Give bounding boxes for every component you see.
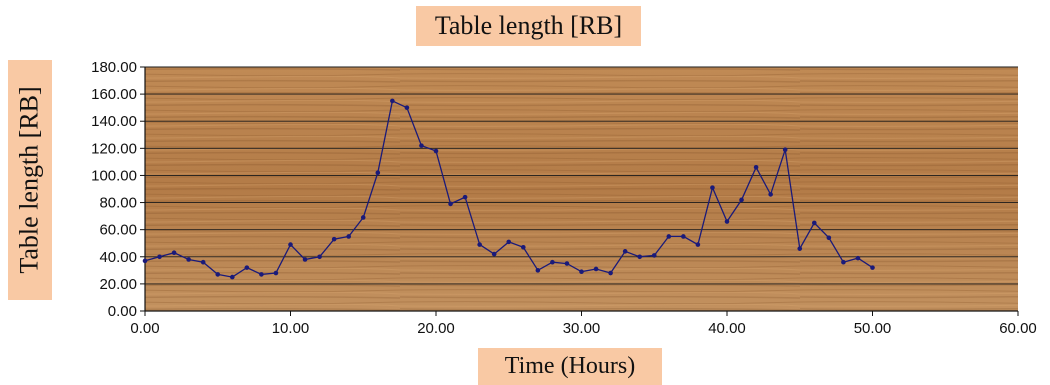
plot-area bbox=[145, 67, 1018, 311]
data-point bbox=[797, 246, 803, 251]
data-point bbox=[477, 242, 482, 247]
data-point bbox=[404, 105, 410, 110]
data-point bbox=[331, 236, 337, 242]
data-point bbox=[259, 272, 264, 277]
data-point bbox=[768, 192, 773, 197]
data-point bbox=[230, 274, 235, 280]
x-axis-label: Time (Hours) bbox=[478, 348, 662, 385]
data-point bbox=[724, 219, 730, 224]
y-tick-label: 160.00 bbox=[91, 86, 137, 103]
data-point bbox=[375, 170, 381, 176]
data-point bbox=[710, 185, 715, 190]
data-point bbox=[535, 268, 541, 273]
axes: 0.00 20.00 40.00 60.00 80.00 100.00 120.00 140.… bbox=[91, 59, 1037, 337]
y-tick-label: 0.00 bbox=[108, 303, 137, 320]
data-point bbox=[521, 244, 526, 250]
data-point bbox=[841, 259, 846, 265]
data-point bbox=[302, 257, 308, 262]
x-tick-label: 60.00 bbox=[999, 320, 1037, 337]
data-point bbox=[666, 234, 672, 239]
data-point bbox=[637, 254, 642, 260]
y-tick-label: 80.00 bbox=[99, 195, 137, 212]
x-tick-label: 10.00 bbox=[272, 320, 310, 337]
data-point bbox=[491, 251, 497, 257]
x-tick-label: 20.00 bbox=[417, 320, 455, 337]
y-tick-label: 40.00 bbox=[99, 249, 137, 266]
data-point bbox=[870, 265, 875, 270]
data-point bbox=[564, 261, 570, 266]
y-tick-label: 100.00 bbox=[91, 167, 137, 184]
y-axis-label-box: Table length [RB] bbox=[8, 60, 52, 300]
data-point bbox=[506, 239, 512, 245]
data-point bbox=[346, 234, 352, 239]
data-point bbox=[651, 253, 657, 258]
x-tick-label: 50.00 bbox=[854, 320, 892, 337]
data-point bbox=[593, 266, 599, 272]
data-point bbox=[753, 165, 759, 170]
data-point bbox=[390, 98, 395, 104]
data-point bbox=[812, 220, 817, 226]
grid bbox=[145, 66, 1018, 285]
data-point bbox=[695, 242, 701, 247]
data-point bbox=[288, 242, 293, 247]
data-point bbox=[579, 269, 584, 274]
data-point bbox=[739, 197, 744, 203]
data-point bbox=[171, 250, 177, 256]
data-point bbox=[826, 235, 832, 241]
data-point bbox=[186, 257, 191, 262]
series-group bbox=[142, 98, 875, 280]
y-tick-label: 140.00 bbox=[91, 113, 137, 130]
data-point bbox=[142, 258, 148, 264]
y-tick-label: 60.00 bbox=[99, 222, 137, 239]
data-point bbox=[608, 270, 613, 276]
x-tick-label: 0.00 bbox=[130, 320, 159, 337]
chart-title: Table length [RB] bbox=[416, 6, 641, 46]
data-point bbox=[244, 265, 250, 270]
y-tick-label: 180.00 bbox=[91, 59, 137, 76]
data-point bbox=[273, 270, 279, 276]
data-point bbox=[855, 255, 861, 261]
data-point bbox=[200, 259, 206, 265]
y-tick-label: 20.00 bbox=[99, 276, 137, 293]
data-point bbox=[681, 234, 686, 239]
data-point bbox=[419, 143, 424, 148]
data-point bbox=[462, 194, 468, 200]
data-point bbox=[317, 254, 322, 260]
data-point bbox=[550, 259, 555, 265]
data-point bbox=[157, 254, 162, 260]
data-point bbox=[782, 147, 788, 152]
data-point bbox=[448, 201, 453, 207]
data-point bbox=[622, 249, 628, 254]
x-tick-label: 30.00 bbox=[563, 320, 601, 337]
data-point bbox=[360, 215, 366, 220]
data-point bbox=[433, 148, 439, 154]
data-point bbox=[215, 272, 221, 277]
x-tick-label: 40.00 bbox=[708, 320, 746, 337]
y-tick-label: 120.00 bbox=[91, 140, 137, 157]
